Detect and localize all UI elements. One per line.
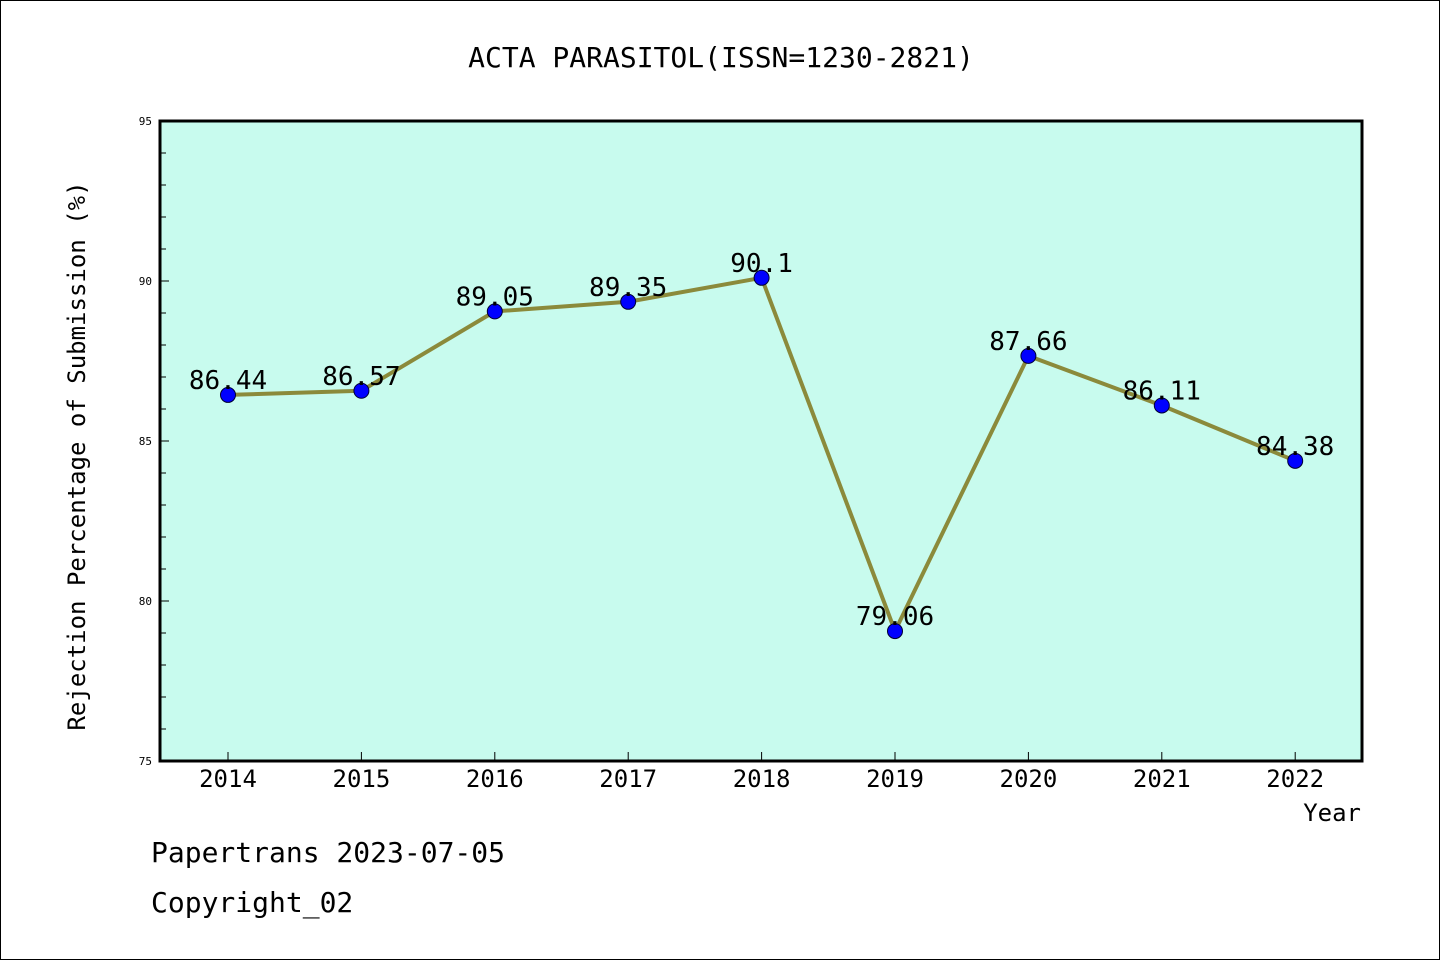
data-point: [1287, 452, 1304, 469]
data-labels: 86.44 86.57 89.05 89.35 90.1 79.06 87.66 86.11 8…: [189, 249, 1334, 632]
data-label: 86.57: [322, 362, 400, 392]
data-label: 89.35: [589, 273, 667, 303]
data-point: [486, 303, 503, 320]
y-axis-ticks: 75 80 85 90 95: [139, 115, 169, 768]
x-tick-label: 2021: [1133, 765, 1191, 793]
footer-date-text: Papertrans 2023-07-05: [151, 836, 506, 869]
data-label: 86.44: [189, 366, 267, 396]
x-tick-label: 2018: [733, 765, 791, 793]
data-label: 79.06: [856, 602, 934, 632]
y-tick-label: 85: [139, 435, 152, 448]
data-point: [353, 382, 370, 399]
x-tick-label: 2015: [333, 765, 391, 793]
data-point: [753, 269, 770, 286]
y-axis-label: Rejection Percentage of Submission (%): [63, 181, 91, 730]
x-tick-label: 2017: [599, 765, 657, 793]
y-tick-label: 80: [139, 595, 152, 608]
x-tick-label: 2022: [1266, 765, 1324, 793]
data-point: [220, 386, 236, 403]
x-axis-ticks: 2014 2015 2016 2017 2018 2019 2020 2021 2022: [199, 752, 1324, 793]
y-tick-label: 95: [139, 115, 152, 128]
data-label: 87.66: [989, 327, 1067, 357]
x-tick-label: 2020: [1000, 765, 1058, 793]
data-label: 86.11: [1123, 376, 1201, 406]
data-points: [220, 269, 1304, 640]
data-label: 89.05: [456, 282, 534, 312]
data-point: [1020, 347, 1037, 364]
x-axis-label: Year: [1303, 799, 1361, 827]
data-point: [1153, 397, 1170, 414]
plot-area: [158, 119, 1364, 763]
x-tick-label: 2019: [866, 765, 924, 793]
x-tick-label: 2016: [466, 765, 524, 793]
chart-title: ACTA PARASITOL(ISSN=1230-2821): [468, 41, 974, 74]
data-point: [620, 293, 637, 310]
data-point: [887, 623, 903, 640]
y-tick-label: 75: [139, 755, 152, 768]
x-tick-label: 2014: [199, 765, 257, 793]
y-tick-label: 90: [139, 275, 152, 288]
data-label: 84.38: [1256, 432, 1334, 462]
footer-copyright-text: Copyright_02: [151, 886, 354, 919]
data-label: 90.1: [730, 249, 793, 279]
